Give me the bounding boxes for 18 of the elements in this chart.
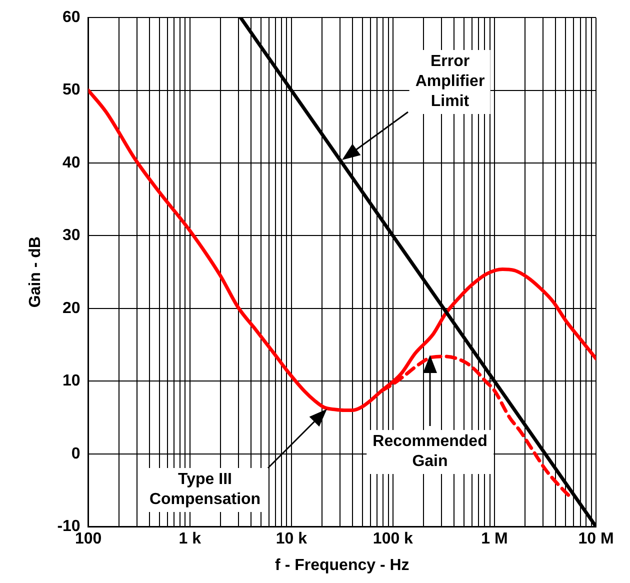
y-tick-label: 60 xyxy=(62,9,80,26)
x-axis-title: f - Frequency - Hz xyxy=(275,556,410,574)
annotation: Type III Compensation xyxy=(143,468,267,512)
x-tick-label: 10 k xyxy=(276,530,308,548)
y-tick-label: 0 xyxy=(71,445,80,462)
y-tick-label: 20 xyxy=(62,300,80,317)
x-tick-label: 1 M xyxy=(481,530,508,548)
y-tick-label: 40 xyxy=(62,154,80,172)
x-tick-label: 1 k xyxy=(178,530,202,548)
x-tick-label: 100 xyxy=(74,530,102,548)
x-tick-label: 100 k xyxy=(372,530,414,548)
y-tick-label: 50 xyxy=(62,82,80,99)
y-axis-title: Gain - dB xyxy=(27,236,44,308)
y-tick-label: 10 xyxy=(62,372,80,390)
x-tick-label: 10 M xyxy=(578,530,614,548)
y-tick-label: 30 xyxy=(62,227,80,244)
annotation: Recommended Gain xyxy=(366,430,494,474)
annotation: Error Amplifier Limit xyxy=(409,50,491,114)
